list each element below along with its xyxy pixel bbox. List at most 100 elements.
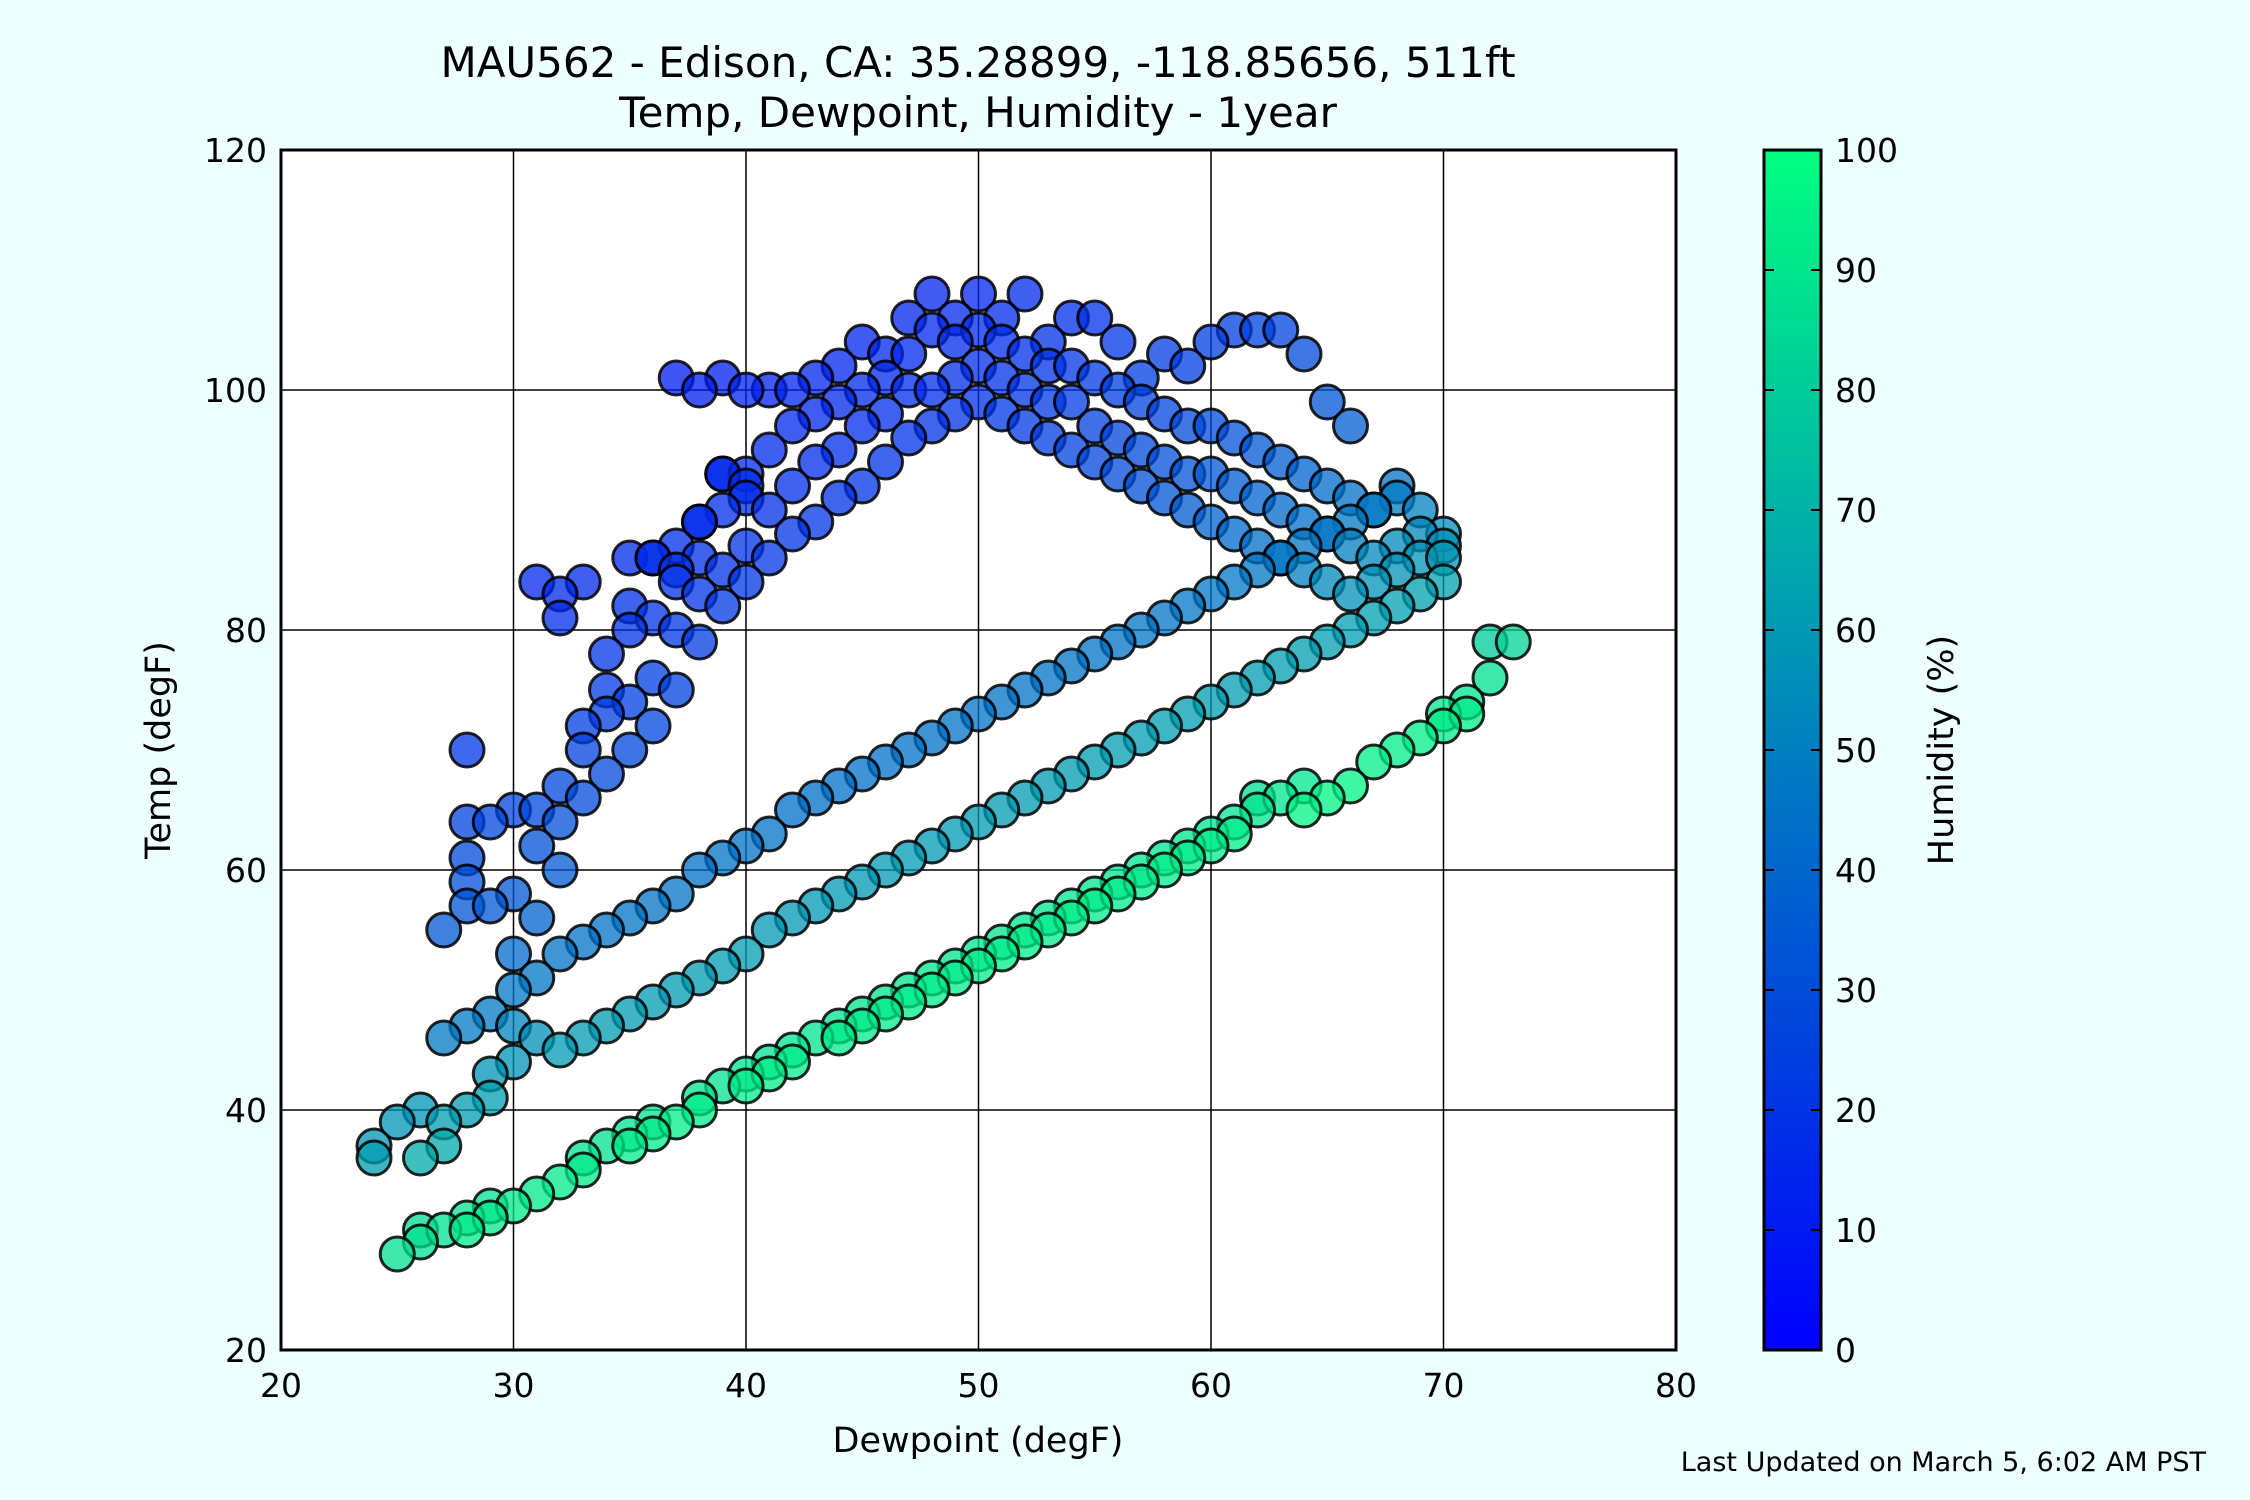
x-tick-label: 70 xyxy=(1423,1366,1465,1405)
colorbar-tick-label: 70 xyxy=(1835,491,1877,530)
x-tick-label: 20 xyxy=(260,1366,302,1405)
data-point xyxy=(774,791,811,829)
data-point xyxy=(750,539,788,577)
data-point xyxy=(471,887,509,925)
data-point xyxy=(1285,335,1323,373)
colorbar-label: Humidity (%) xyxy=(1922,635,1962,865)
data-point xyxy=(1099,323,1137,361)
colorbar-tick-label: 60 xyxy=(1835,611,1877,650)
colorbar-ticks: 0 10 20 30 40 50 60 70 80 90 100 xyxy=(1764,131,1898,1370)
scatter-points xyxy=(355,275,1532,1273)
chart-title: MAU562 - Edison, CA: 35.28899, -118.8565… xyxy=(440,38,1515,87)
data-point xyxy=(611,1127,649,1165)
colorbar-tick-label: 0 xyxy=(1835,1331,1856,1370)
data-point xyxy=(1332,575,1369,613)
data-point xyxy=(1053,383,1090,421)
y-axis-ticks: 20 40 60 80 100 120 xyxy=(204,131,267,1370)
data-point xyxy=(1494,623,1532,661)
data-point xyxy=(448,731,486,769)
data-point xyxy=(867,443,904,481)
data-point xyxy=(960,275,997,313)
data-point xyxy=(890,419,928,457)
data-point xyxy=(564,779,602,817)
colorbar-tick-label: 20 xyxy=(1835,1091,1877,1130)
data-point xyxy=(518,899,556,937)
data-point xyxy=(541,851,579,889)
data-point xyxy=(681,623,718,661)
data-point xyxy=(588,635,625,673)
data-point xyxy=(750,491,788,529)
data-point xyxy=(681,371,718,409)
data-point xyxy=(378,1103,416,1141)
y-tick-label: 20 xyxy=(225,1331,267,1370)
y-tick-label: 120 xyxy=(204,131,267,170)
colorbar-tick-label: 30 xyxy=(1835,971,1877,1010)
data-point xyxy=(448,1211,486,1249)
data-point xyxy=(1471,659,1509,697)
data-point xyxy=(355,1139,393,1177)
data-point xyxy=(518,827,556,865)
chart-subtitle: Temp, Dewpoint, Humidity - 1year xyxy=(618,88,1337,137)
data-point xyxy=(495,971,532,1009)
y-tick-label: 60 xyxy=(225,851,267,890)
y-tick-label: 100 xyxy=(204,371,267,410)
data-point xyxy=(1192,323,1230,361)
data-point xyxy=(425,1019,463,1057)
data-point xyxy=(727,1067,765,1105)
colorbar-tick-label: 50 xyxy=(1835,731,1877,770)
colorbar-tick-label: 80 xyxy=(1835,371,1877,410)
data-point xyxy=(797,443,835,481)
colorbar-tick-label: 90 xyxy=(1835,251,1877,290)
data-point xyxy=(471,803,509,841)
data-point xyxy=(564,731,602,769)
x-tick-label: 40 xyxy=(725,1366,767,1405)
data-point xyxy=(913,371,951,409)
x-tick-label: 80 xyxy=(1655,1366,1697,1405)
colorbar-tick-label: 40 xyxy=(1835,851,1877,890)
data-point xyxy=(611,611,649,649)
data-point xyxy=(495,935,532,973)
data-point xyxy=(774,467,811,505)
data-point xyxy=(588,755,625,793)
last-updated-note: Last Updated on March 5, 6:02 AM PST xyxy=(1680,1447,2206,1478)
data-point xyxy=(890,335,928,373)
x-axis-label: Dewpoint (degF) xyxy=(833,1421,1124,1461)
data-point xyxy=(820,479,858,517)
plot-frame xyxy=(279,148,1678,1352)
data-point xyxy=(657,671,695,709)
data-point xyxy=(541,1031,579,1069)
data-point xyxy=(1355,743,1393,781)
x-tick-label: 50 xyxy=(958,1366,1000,1405)
data-point xyxy=(750,911,788,949)
data-point xyxy=(774,371,811,409)
data-point xyxy=(402,1139,439,1177)
data-point xyxy=(1308,383,1346,421)
data-point xyxy=(541,803,579,841)
data-point xyxy=(611,731,649,769)
data-point xyxy=(727,371,765,409)
data-point xyxy=(541,935,579,973)
data-point xyxy=(1076,299,1114,337)
data-point xyxy=(936,323,974,361)
data-point xyxy=(913,275,951,313)
data-point xyxy=(425,911,463,949)
data-point xyxy=(774,515,811,553)
x-tick-label: 60 xyxy=(1190,1366,1232,1405)
data-point xyxy=(378,1235,416,1273)
x-tick-label: 30 xyxy=(493,1366,535,1405)
y-tick-label: 80 xyxy=(225,611,267,650)
data-point xyxy=(1169,347,1207,385)
data-point xyxy=(1285,791,1323,829)
data-point xyxy=(750,431,788,469)
data-point xyxy=(843,407,881,445)
colorbar-tick-label: 100 xyxy=(1835,131,1898,170)
data-point xyxy=(681,503,718,541)
data-point xyxy=(820,1019,858,1057)
colorbar-tick-label: 10 xyxy=(1835,1211,1877,1250)
data-point xyxy=(634,707,672,745)
data-point xyxy=(541,599,579,637)
data-point xyxy=(1006,275,1044,313)
y-tick-label: 40 xyxy=(225,1091,267,1130)
data-point xyxy=(774,407,811,445)
